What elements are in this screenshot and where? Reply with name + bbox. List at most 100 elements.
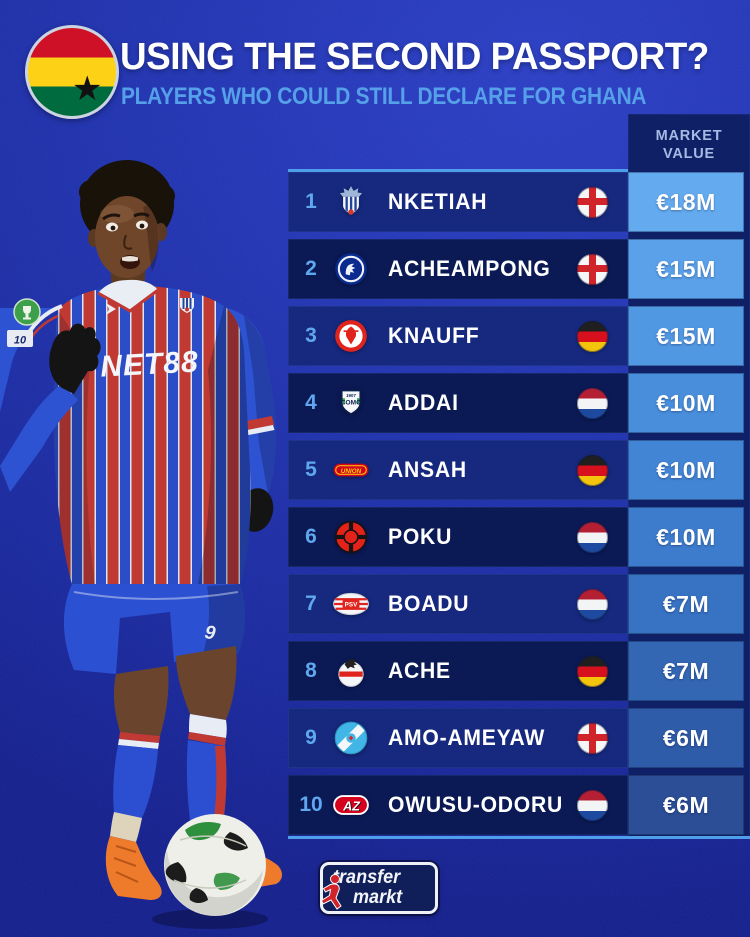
player-name: NKETIAH <box>388 189 488 214</box>
player-row-main: 9 AMO-AMEYAW <box>288 708 628 768</box>
kit-maker-icon <box>106 303 116 315</box>
player-name: BOADU <box>388 591 470 616</box>
england-flag-icon <box>577 722 608 754</box>
market-value-cell: €15M <box>628 239 744 299</box>
player-head <box>79 160 175 313</box>
market-value-cell: €6M <box>628 775 744 835</box>
union-berlin-crest-icon: UNION <box>331 450 371 490</box>
ghana-flag-icon: ★ <box>25 25 119 119</box>
netherlands-flag-icon <box>577 789 608 821</box>
table-row: 4 1907 COMO ADDAI €10M <box>288 373 750 433</box>
player-row-main: 2 ACHEAMPONG <box>288 239 628 299</box>
market-value-cell: €6M <box>628 708 744 768</box>
germany-flag-icon <box>577 320 608 352</box>
player-left-arm <box>0 323 101 492</box>
player-row-main: 8 ACHE <box>288 641 628 701</box>
netherlands-flag-icon <box>577 521 608 553</box>
svg-text:AZ: AZ <box>342 799 361 813</box>
strasbourg-crest-icon <box>331 718 371 758</box>
chelsea-crest-icon <box>331 249 371 289</box>
psv-crest-icon: PSV <box>331 584 371 624</box>
player-left-leg <box>105 666 169 900</box>
rank-number: 7 <box>305 592 317 615</box>
market-value-cell: €7M <box>628 574 744 634</box>
player-row-main: 5 UNION ANSAH <box>288 440 628 500</box>
market-value-cell: €18M <box>628 172 744 232</box>
player-name: ADDAI <box>388 390 459 415</box>
market-value-header: MARKET VALUE <box>628 127 750 163</box>
shirt-sponsor-text: NET88 <box>100 345 200 383</box>
player-torso <box>53 285 251 584</box>
leverkusen-crest-icon <box>331 517 371 557</box>
rank-number: 3 <box>305 324 317 347</box>
player-row-main: 6 POKU <box>288 507 628 567</box>
player-chest: NET88 <box>100 298 200 384</box>
table-bottom-divider <box>288 836 750 839</box>
market-value-cell: €10M <box>628 373 744 433</box>
az-crest-icon: AZ AZ <box>331 785 371 825</box>
rank-number: 9 <box>305 726 317 749</box>
table-row: 10 AZ AZ OWUSU-ODORU €6M <box>288 775 750 835</box>
table-row: 8 ACHE €7M <box>288 641 750 701</box>
player-table: 1 NKETIAH €18M 2 ACHEAMPONG €15M 3 KNAUFF €15M 4 1… <box>288 172 750 842</box>
rank-number: 8 <box>305 659 317 682</box>
rank-number: 4 <box>305 391 317 414</box>
player-row-main: 1 NKETIAH <box>288 172 628 232</box>
como-crest-icon: 1907 COMO <box>331 383 371 423</box>
player-row-main: 3 KNAUFF <box>288 306 628 366</box>
rank-number: 6 <box>305 525 317 548</box>
svg-text:AZ: AZ <box>343 800 362 814</box>
svg-text:UNION: UNION <box>341 468 362 475</box>
player-name: ACHE <box>388 658 451 683</box>
table-row: 5 UNION ANSAH €10M <box>288 440 750 500</box>
ten-years-patch-icon <box>7 330 33 347</box>
player-shorts: 9 <box>63 584 246 674</box>
player-name: ANSAH <box>388 457 467 482</box>
player-left-sleeve: 10 <box>0 298 63 412</box>
market-value-cell: €15M <box>628 306 744 366</box>
frankfurt-crest-icon <box>331 316 371 356</box>
player-name: POKU <box>388 524 453 549</box>
svg-text:COMO: COMO <box>341 400 361 407</box>
germany-flag-icon <box>577 454 608 486</box>
player-name: OWUSU-ODORU <box>388 792 564 817</box>
club-crest-on-shirt-icon <box>180 298 194 313</box>
player-row-main: 10 AZ AZ OWUSU-ODORU <box>288 775 628 835</box>
table-row: 3 KNAUFF €15M <box>288 306 750 366</box>
market-value-cell: €7M <box>628 641 744 701</box>
netherlands-flag-icon <box>577 588 608 620</box>
market-value-header-line2: VALUE <box>662 146 716 163</box>
player-photo: 10 N <box>0 160 282 929</box>
table-row: 1 NKETIAH €18M <box>288 172 750 232</box>
player-row-main: 4 1907 COMO ADDAI <box>288 373 628 433</box>
footballer-icon <box>320 874 342 910</box>
netherlands-flag-icon <box>577 387 608 419</box>
england-flag-icon <box>577 186 608 218</box>
table-row: 9 AMO-AMEYAW €6M <box>288 708 750 768</box>
england-flag-icon <box>577 253 608 285</box>
page-title: USING THE SECOND PASSPORT? <box>120 36 709 78</box>
rank-number: 10 <box>299 793 323 816</box>
svg-text:1907: 1907 <box>346 393 356 398</box>
market-value-cell: €10M <box>628 507 744 567</box>
market-value-header-line1: MARKET <box>655 128 723 144</box>
player-name: ACHEAMPONG <box>388 256 551 281</box>
koln-crest-icon <box>331 651 371 691</box>
rank-number: 2 <box>305 257 317 280</box>
football-icon <box>152 814 268 929</box>
rank-number: 1 <box>305 190 317 213</box>
logo-text-line1: transfer <box>333 867 401 888</box>
svg-text:PSV: PSV <box>345 601 358 608</box>
shirt-number-text: 9 <box>203 622 217 644</box>
germany-flag-icon <box>577 655 608 687</box>
player-row-main: 7 PSV BOADU <box>288 574 628 634</box>
svg-text:10: 10 <box>14 335 27 347</box>
page-subtitle: PLAYERS WHO COULD STILL DECLARE FOR GHAN… <box>121 83 647 110</box>
crystal-palace-crest-icon <box>331 182 371 222</box>
market-value-cell: €10M <box>628 440 744 500</box>
transfermarkt-logo: transfer markt <box>320 862 438 914</box>
player-name: KNAUFF <box>388 323 480 348</box>
logo-text-line2: markt <box>353 887 403 908</box>
table-row: 2 ACHEAMPONG €15M <box>288 239 750 299</box>
